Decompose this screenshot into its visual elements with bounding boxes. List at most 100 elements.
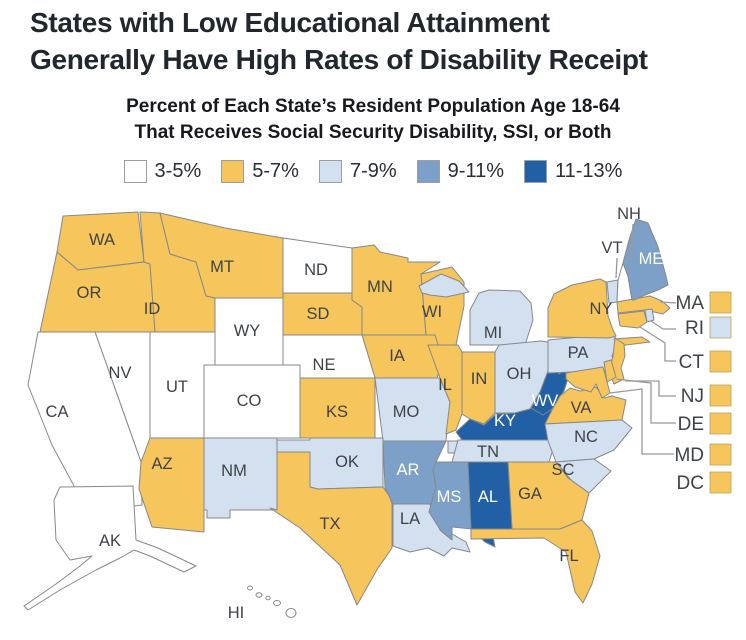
state-label-mn: MN xyxy=(367,278,393,296)
state-hi-island-5 xyxy=(285,608,297,618)
legend-label-3-5: 3-5% xyxy=(154,160,202,182)
callout-label-dc: DC xyxy=(677,473,704,494)
state-label-mt: MT xyxy=(210,258,234,276)
state-label-al: AL xyxy=(478,488,498,506)
legend-label-7-9: 7-9% xyxy=(349,160,397,182)
state-label-ga: GA xyxy=(518,485,542,503)
state-fl xyxy=(470,519,601,604)
title-line-1: States with Low Educational Attainment xyxy=(30,7,550,38)
state-label-id: ID xyxy=(144,300,161,318)
legend-label-11-13: 11-13% xyxy=(554,160,623,182)
state-label-fl: FL xyxy=(559,547,578,565)
state-de xyxy=(603,359,617,383)
state-label-sc: SC xyxy=(552,461,575,479)
state-label-me: ME xyxy=(639,250,664,268)
state-sc xyxy=(555,458,612,494)
legend: 3-5% 5-7% 7-9% 9-11% 11-13% xyxy=(0,160,746,183)
state-label-nc: NC xyxy=(574,428,598,446)
state-label-wa: WA xyxy=(89,231,115,249)
state-label-co: CO xyxy=(237,392,262,410)
callout-label-nj: NJ xyxy=(681,386,704,407)
state-label-mi: MI xyxy=(484,324,502,342)
legend-swatch-9-11 xyxy=(416,160,440,183)
state-va xyxy=(544,386,627,425)
state-label-il: IL xyxy=(438,376,452,394)
state-il xyxy=(427,344,463,435)
state-label-ok: OK xyxy=(335,453,359,471)
callout-label-ct: CT xyxy=(679,352,705,373)
state-hi-island-1 xyxy=(247,585,253,591)
state-label-in: IN xyxy=(471,370,488,388)
state-ny xyxy=(547,278,617,339)
legend-item-11-13: 11-13% xyxy=(523,160,623,183)
ct-leader-line xyxy=(639,326,676,362)
title-line-2: Generally Have High Rates of Disability … xyxy=(30,44,648,75)
callout-swatch-ma xyxy=(709,291,732,314)
state-label-va: VA xyxy=(571,399,592,417)
state-ma xyxy=(616,295,671,315)
state-label-ky: KY xyxy=(494,412,516,430)
state-tn xyxy=(451,439,557,463)
callout-label-md: MD xyxy=(674,445,704,466)
state-hi-island-4 xyxy=(273,600,281,606)
callout-swatch-md xyxy=(709,443,732,466)
state-mi xyxy=(469,289,534,346)
state-label-nm: NM xyxy=(221,462,247,480)
state-label-vt: VT xyxy=(601,239,622,257)
state-nc xyxy=(544,419,633,463)
de-leader-line xyxy=(615,378,676,424)
state-label-pa: PA xyxy=(568,344,589,362)
state-label-ny: NY xyxy=(590,300,613,318)
state-tx xyxy=(269,451,393,606)
state-label-nv: NV xyxy=(109,364,132,382)
subtitle-line-2: That Receives Social Security Disability… xyxy=(134,122,612,143)
ma-leader-line xyxy=(659,301,677,304)
state-hi-island-2 xyxy=(255,592,263,598)
legend-item-7-9: 7-9% xyxy=(318,160,397,183)
state-label-tn: TN xyxy=(477,443,499,461)
state-ct xyxy=(617,310,648,329)
state-label-nd: ND xyxy=(304,261,328,279)
legend-swatch-3-5 xyxy=(123,160,147,183)
nh-pointer-line xyxy=(630,223,634,263)
legend-item-9-11: 9-11% xyxy=(416,160,504,183)
state-label-sd: SD xyxy=(307,305,330,323)
md-leader-line xyxy=(609,388,674,455)
nj-leader-line xyxy=(625,380,676,397)
legend-swatch-7-9 xyxy=(318,160,342,183)
state-in xyxy=(461,351,496,425)
state-label-tx: TX xyxy=(319,515,340,533)
state-label-wy: WY xyxy=(234,322,261,340)
ri-leader-line xyxy=(650,320,676,330)
legend-label-9-11: 9-11% xyxy=(447,160,504,182)
state-label-ne: NE xyxy=(313,356,336,374)
state-label-or: OR xyxy=(77,284,102,302)
state-label-ak: AK xyxy=(99,532,121,550)
callout-label-ri: RI xyxy=(685,318,704,339)
state-label-az: AZ xyxy=(151,455,172,473)
state-label-wi: WI xyxy=(422,303,442,321)
state-label-ia: IA xyxy=(389,347,405,365)
state-label-hi: HI xyxy=(228,604,245,622)
us-choropleth-map: WA OR CA NV ID MT WY UT CO AZ NM ND SD N… xyxy=(23,205,732,622)
legend-item-5-7: 5-7% xyxy=(221,160,299,183)
callout-swatch-dc xyxy=(709,471,732,494)
chart-subtitle: Percent of Each State’s Resident Populat… xyxy=(0,94,746,146)
state-label-ms: MS xyxy=(437,488,462,506)
subtitle-line-1: Percent of Each State’s Resident Populat… xyxy=(126,96,620,117)
callout-swatch-nj xyxy=(709,384,732,407)
state-label-mo: MO xyxy=(393,403,420,421)
state-label-ar: AR xyxy=(397,461,420,479)
state-hi-island-3 xyxy=(265,595,271,601)
state-me xyxy=(622,218,669,301)
state-ak xyxy=(23,485,197,611)
callout-label-de: DE xyxy=(678,414,704,435)
callout-swatch-ct xyxy=(709,350,732,373)
state-mn xyxy=(351,244,441,336)
callout-swatch-ri xyxy=(709,316,732,339)
state-label-nh: NH xyxy=(617,205,641,223)
state-az xyxy=(138,437,205,533)
state-md xyxy=(565,366,611,399)
callout-swatch-de xyxy=(709,412,732,435)
